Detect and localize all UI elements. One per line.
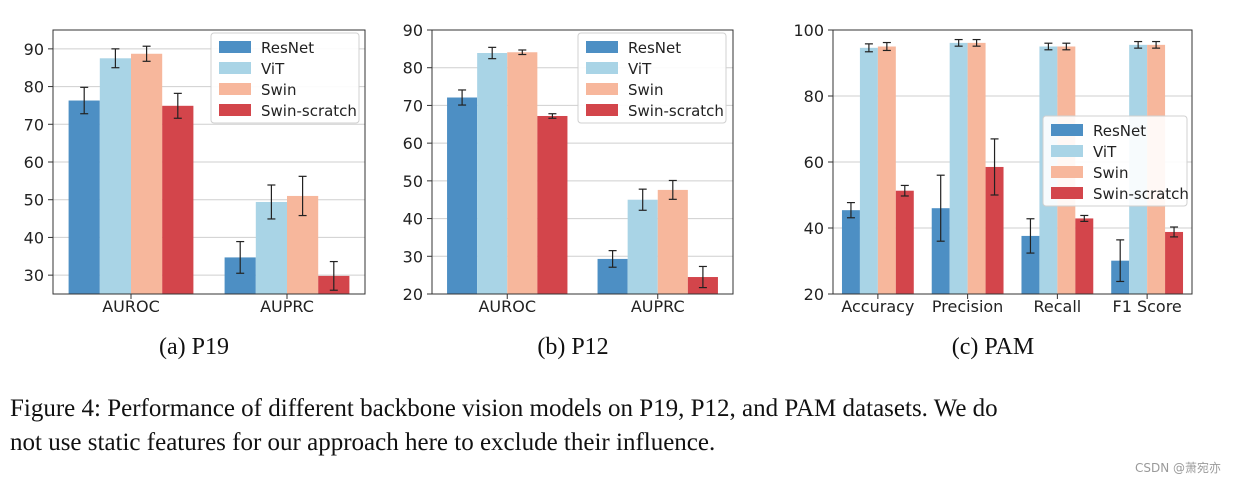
bar-swin-accuracy [877, 46, 896, 294]
legend-label-resnet: ResNet [628, 39, 681, 57]
bar-swin-auroc [131, 53, 163, 295]
legend-swatch-swin [219, 83, 251, 95]
chart-p19: 30 40 50 60 70 80 90 AUROC AUPRC ResNet ViT Swin Swi… [24, 29, 366, 316]
x-tick-label: Accuracy [841, 297, 914, 316]
legend-label-resnet: ResNet [1093, 122, 1146, 140]
y-tick-label: 70 [24, 115, 44, 134]
bar-resnet-precision [931, 208, 950, 294]
plot-frame [52, 29, 366, 295]
x-tick-label: AUROC [102, 297, 160, 316]
subtitle-pam: (c) PAM [951, 334, 1035, 360]
legend-label-swin: Swin [1093, 164, 1128, 182]
legend-box [1042, 115, 1188, 207]
x-tick-label: AUPRC [260, 297, 314, 316]
bar-resnet-recall [1021, 235, 1040, 294]
legend-swatch-vit [1051, 145, 1083, 157]
x-tick-label: AUROC [478, 297, 536, 316]
y-tick-label: 30 [403, 247, 423, 266]
x-tick-label: Precision [932, 297, 1003, 316]
legend-swatch-resnet [219, 41, 251, 53]
chart-p12: 20 30 40 50 60 70 80 90 AUROC AUPRC ResNet ViT Swin S… [403, 21, 734, 316]
y-tick-label: 30 [24, 266, 44, 285]
x-tick-label: F1 Score [1112, 297, 1181, 316]
legend-swatch-vit [219, 62, 251, 74]
chart-pam: 20 40 60 80 100 Accuracy Precision Recall F1 Sco… [793, 21, 1193, 316]
legend-box [210, 32, 360, 124]
y-tick-label: 20 [804, 285, 824, 304]
legend-swatch-swin-scratch [1051, 187, 1083, 199]
bar-resnet-accuracy [841, 210, 860, 294]
figure-panels: 30 40 50 60 70 80 90 AUROC AUPRC ResNet ViT Swin Swi… [24, 21, 1193, 316]
legend-swatch-resnet [1051, 124, 1083, 136]
caption-line-1: Figure 4: Performance of different backb… [10, 395, 998, 422]
y-tick-label: 40 [24, 228, 44, 247]
legend-label-swin-scratch: Swin-scratch [261, 102, 357, 120]
subtitle-p12: (b) P12 [537, 334, 609, 360]
legend-label-swin-scratch: Swin-scratch [628, 102, 724, 120]
plot-frame [832, 29, 1193, 295]
figure-caption: Figure 4: Performance of different backb… [10, 392, 998, 460]
y-tick-label: 50 [403, 172, 423, 191]
legend-swatch-swin-scratch [219, 104, 251, 116]
legend-swatch-swin [586, 83, 618, 95]
bar-swin-scratch-f1-score [1165, 231, 1184, 294]
legend-label-swin: Swin [628, 81, 663, 99]
bar-swin-scratch-precision [985, 166, 1004, 294]
bar-swin-auroc [507, 52, 538, 294]
caption-line-2: not use static features for our approach… [10, 429, 716, 456]
legend-p12: ResNet ViT Swin Swin-scratch [577, 32, 727, 124]
bar-swin-scratch-accuracy [895, 190, 914, 294]
bar-vit-precision [949, 42, 968, 295]
legend-label-swin-scratch: Swin-scratch [1093, 185, 1189, 203]
legend-label-resnet: ResNet [261, 39, 314, 57]
bar-vit-auroc [477, 53, 508, 295]
legend-pam: ResNet ViT Swin Swin-scratch [1042, 115, 1189, 207]
y-tick-label: 80 [804, 87, 824, 106]
y-tick-label: 80 [403, 59, 423, 78]
bar-vit-auprc [627, 199, 658, 294]
bar-swin-precision [967, 42, 986, 295]
x-tick-label: AUPRC [631, 297, 685, 316]
legend-swatch-swin [1051, 166, 1083, 178]
bar-vit-accuracy [859, 47, 878, 294]
y-tick-label: 100 [793, 21, 824, 40]
legend-label-swin: Swin [261, 81, 296, 99]
y-tick-label: 90 [403, 21, 423, 40]
legend-swatch-swin-scratch [586, 104, 618, 116]
y-tick-label: 70 [403, 96, 423, 115]
bar-vit-auroc [99, 58, 131, 295]
legend-swatch-resnet [586, 41, 618, 53]
y-tick-label: 80 [24, 78, 44, 97]
bar-resnet-auroc [447, 97, 478, 294]
y-tick-label: 60 [403, 134, 423, 153]
legend-p19: ResNet ViT Swin Swin-scratch [210, 32, 360, 124]
y-tick-label: 40 [403, 210, 423, 229]
legend-label-vit: ViT [261, 60, 285, 78]
bar-resnet-auroc [68, 100, 100, 294]
bar-swin-scratch-recall [1075, 218, 1094, 294]
legend-label-vit: ViT [1093, 143, 1117, 161]
legend-swatch-vit [586, 62, 618, 74]
bar-swin-auprc [657, 189, 688, 294]
bar-swin-scratch-auroc [537, 115, 568, 294]
watermark: CSDN @萧宛亦 [1134, 461, 1221, 475]
plot-frame [431, 29, 734, 295]
legend-label-vit: ViT [628, 60, 652, 78]
legend-box [577, 32, 727, 124]
y-tick-label: 60 [24, 153, 44, 172]
y-tick-label: 40 [804, 219, 824, 238]
y-tick-label: 20 [403, 285, 423, 304]
subtitle-p19: (a) P19 [159, 334, 229, 360]
x-tick-label: Recall [1034, 297, 1082, 316]
y-tick-label: 90 [24, 40, 44, 59]
bar-swin-scratch-auroc [162, 105, 194, 294]
y-tick-label: 50 [24, 191, 44, 210]
y-tick-label: 60 [804, 153, 824, 172]
